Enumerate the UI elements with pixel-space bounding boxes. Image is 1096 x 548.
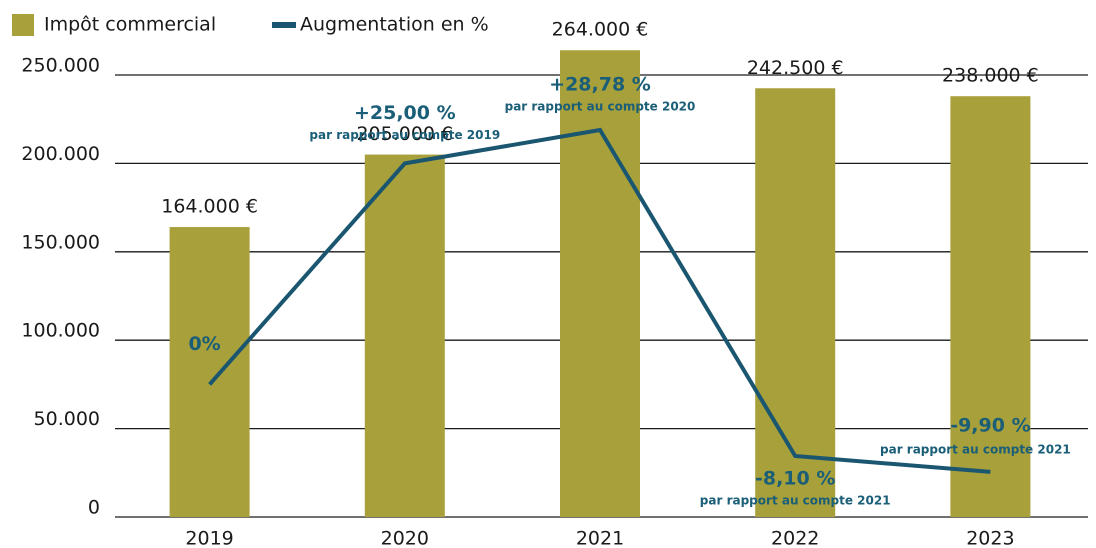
annotation-note: par rapport au compte 2021 (700, 494, 891, 508)
bar (755, 88, 836, 517)
y-tick-label: 150.000 (21, 231, 100, 253)
y-tick-label: 100.000 (21, 320, 100, 342)
bar-value-label: 238.000 € (942, 65, 1039, 87)
line (208, 127, 991, 474)
bar-value-label: 164.000 € (161, 196, 258, 218)
y-tick-label: 50.000 (34, 408, 100, 430)
annotation: +28,78 % (549, 73, 651, 95)
annotation: -9,90 % (950, 414, 1030, 436)
annotation: +25,00 % (354, 102, 456, 124)
bar-value-label: 205.000 € (356, 123, 453, 145)
x-tick-label: 2019 (185, 528, 233, 548)
x-tick-label: 2021 (576, 528, 624, 548)
legend-label: Impôt commercial (44, 14, 216, 36)
bar (560, 50, 640, 518)
bar (169, 227, 250, 517)
legend-swatch (12, 14, 34, 36)
legend-label: Augmentation en % (300, 14, 489, 36)
y-tick-label: 0 (88, 497, 100, 519)
bar (364, 154, 445, 517)
bar (950, 96, 1031, 517)
bar-value-label: 264.000 € (552, 19, 649, 41)
x-tick-label: 2023 (966, 528, 1014, 548)
x-tick-label: 2020 (381, 528, 429, 548)
annotation: -8,10 % (755, 468, 835, 490)
annotation-note: par rapport au compte 2020 (505, 99, 696, 113)
annotation: 0% (188, 333, 220, 355)
annotation-note: par rapport au compte 2021 (880, 442, 1071, 456)
y-tick-label: 250.000 (21, 55, 100, 77)
annotation-note: par rapport au compte 2019 (309, 128, 500, 142)
x-tick-label: 2022 (771, 528, 819, 548)
y-tick-label: 200.000 (21, 143, 100, 165)
bar-value-label: 242.500 € (747, 57, 844, 79)
